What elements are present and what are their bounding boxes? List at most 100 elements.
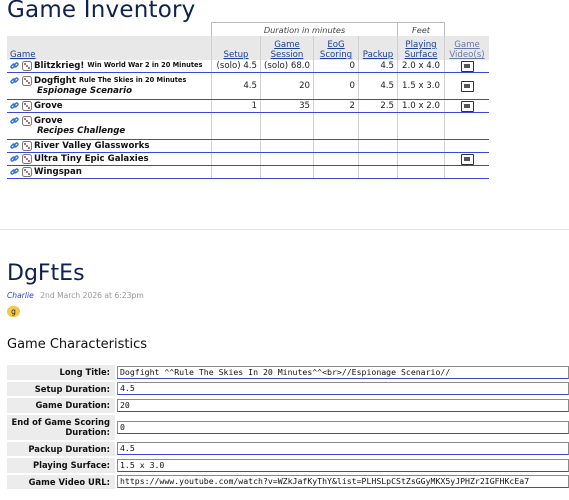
- cell-video: [444, 99, 489, 113]
- field-value-input[interactable]: 20: [117, 398, 569, 412]
- field-value-input[interactable]: Dogfight ^^Rule The Skies In 20 Minutes^…: [117, 365, 569, 379]
- table-row: Wingspan: [7, 165, 489, 179]
- cell-game: Dogfight Rule The Skies in 20 Minutes Espi…: [7, 72, 212, 100]
- link-icon[interactable]: [10, 76, 19, 85]
- cell-game: Grove: [7, 99, 212, 113]
- cell-packup: [358, 165, 398, 179]
- link-icon[interactable]: [10, 154, 19, 163]
- link-icon[interactable]: [10, 61, 19, 70]
- game-name[interactable]: Wingspan: [34, 167, 82, 177]
- field-value-input[interactable]: https://www.youtube.com/watch?v=WZkJafKy…: [117, 475, 569, 489]
- cell-packup: [358, 152, 398, 166]
- characteristic-row: Packup Duration: 4.5: [7, 440, 569, 458]
- cell-setup: (solo) 4.5: [211, 60, 261, 73]
- cell-surface: [397, 112, 445, 140]
- cell-packup: [358, 139, 398, 153]
- column-game[interactable]: Game: [7, 36, 212, 60]
- field-label: Game Video URL:: [7, 473, 115, 491]
- game-subtitle: Win World War 2 in 20 Minutes: [87, 61, 203, 69]
- cell-setup: [211, 165, 261, 179]
- video-icon[interactable]: [460, 80, 474, 92]
- game-name[interactable]: River Valley Glassworks: [34, 141, 150, 151]
- field-label: Setup Duration:: [7, 380, 115, 398]
- table-row: Dogfight Rule The Skies in 20 Minutes Espi…: [7, 72, 489, 100]
- cell-eog: [313, 139, 359, 153]
- dice-icon[interactable]: [22, 76, 32, 86]
- dice-icon[interactable]: [22, 116, 32, 126]
- game-name[interactable]: Grove: [34, 101, 63, 111]
- field-cell: https://www.youtube.com/watch?v=WZkJafKy…: [115, 473, 569, 491]
- game-name[interactable]: Dogfight: [34, 76, 76, 86]
- field-cell: 4.5: [115, 380, 569, 398]
- game-name[interactable]: Grove: [34, 116, 63, 126]
- characteristics-title: Game Characteristics: [7, 337, 148, 352]
- column-playing-surface[interactable]: Playing Surface: [397, 36, 445, 60]
- field-value-input[interactable]: 0: [117, 420, 569, 434]
- post-date: 2nd March 2026 at 6:23pm: [40, 291, 144, 300]
- characteristic-row: Game Duration: 20: [7, 397, 569, 415]
- cell-surface: [397, 139, 445, 153]
- game-inventory-table: Duration in minutes Feet Game Setup Game…: [7, 22, 489, 179]
- cell-surface: [397, 152, 445, 166]
- cell-video: [444, 72, 489, 100]
- dice-icon[interactable]: [22, 61, 32, 71]
- cell-setup: [211, 152, 261, 166]
- cell-eog: 2: [313, 99, 359, 113]
- page-title: Game Inventory: [7, 0, 196, 23]
- column-game-videos[interactable]: Game Video(s): [444, 36, 489, 60]
- dice-icon[interactable]: [22, 167, 32, 177]
- column-eog-scoring[interactable]: EoG Scoring: [313, 36, 359, 60]
- post-meta: Charlie 2nd March 2026 at 6:23pm: [7, 291, 144, 300]
- field-label: Packup Duration:: [7, 440, 115, 458]
- cell-surface: 1.5 x 3.0: [397, 72, 445, 100]
- link-icon[interactable]: [10, 101, 19, 110]
- link-icon[interactable]: [10, 116, 19, 125]
- column-packup[interactable]: Packup: [358, 36, 398, 60]
- characteristic-row: Playing Surface: 1.5 x 3.0: [7, 457, 569, 475]
- field-cell: 1.5 x 3.0: [115, 457, 569, 475]
- column-game-session[interactable]: Game Session: [260, 36, 314, 60]
- characteristic-row: Game Video URL: https://www.youtube.com/w…: [7, 473, 569, 491]
- cell-session: (solo) 68.0: [260, 60, 314, 73]
- cell-eog: [313, 112, 359, 140]
- characteristic-row: End of Game Scoring Duration: 0: [7, 413, 569, 442]
- column-setup[interactable]: Setup: [211, 36, 261, 60]
- cell-setup: 4.5: [211, 72, 261, 100]
- video-icon[interactable]: [460, 100, 474, 112]
- link-icon[interactable]: [10, 167, 19, 176]
- game-name[interactable]: Ultra Tiny Epic Galaxies: [34, 154, 149, 164]
- field-value-input[interactable]: 1.5 x 3.0: [117, 458, 569, 472]
- cell-eog: 0: [313, 60, 359, 73]
- field-label: Game Duration:: [7, 397, 115, 415]
- dice-icon[interactable]: [22, 141, 32, 151]
- cell-surface: [397, 165, 445, 179]
- cell-video: [444, 112, 489, 140]
- game-subtitle: Rule The Skies in 20 Minutes: [78, 76, 187, 84]
- table-row: Ultra Tiny Epic Galaxies: [7, 152, 489, 166]
- video-icon[interactable]: [460, 60, 474, 72]
- dice-icon[interactable]: [22, 154, 32, 164]
- cell-session: 35: [260, 99, 314, 113]
- dice-icon[interactable]: [22, 101, 32, 111]
- cell-session: 20: [260, 72, 314, 100]
- tag-badge[interactable]: g: [7, 306, 20, 317]
- cell-surface: 2.0 x 4.0: [397, 60, 445, 73]
- cell-eog: [313, 152, 359, 166]
- cell-setup: 1: [211, 99, 261, 113]
- cell-game: Grove Recipes Challenge: [7, 112, 212, 140]
- cell-video: [444, 139, 489, 153]
- field-value-input[interactable]: 4.5: [117, 382, 569, 396]
- cell-packup: 2.5: [358, 99, 398, 113]
- field-value-input[interactable]: 4.5: [117, 442, 569, 456]
- field-cell: 4.5: [115, 440, 569, 458]
- post-title: DgFtEs: [7, 261, 85, 286]
- game-name[interactable]: Blitzkrieg!: [34, 61, 85, 71]
- cell-session: [260, 112, 314, 140]
- video-icon[interactable]: [460, 153, 474, 165]
- cell-game: River Valley Glassworks: [7, 139, 212, 153]
- table-row: Grove Recipes Challenge: [7, 112, 489, 140]
- link-icon[interactable]: [10, 141, 19, 150]
- cell-video: [444, 60, 489, 73]
- post-author-link[interactable]: Charlie: [7, 291, 34, 300]
- cell-game: Ultra Tiny Epic Galaxies: [7, 152, 212, 166]
